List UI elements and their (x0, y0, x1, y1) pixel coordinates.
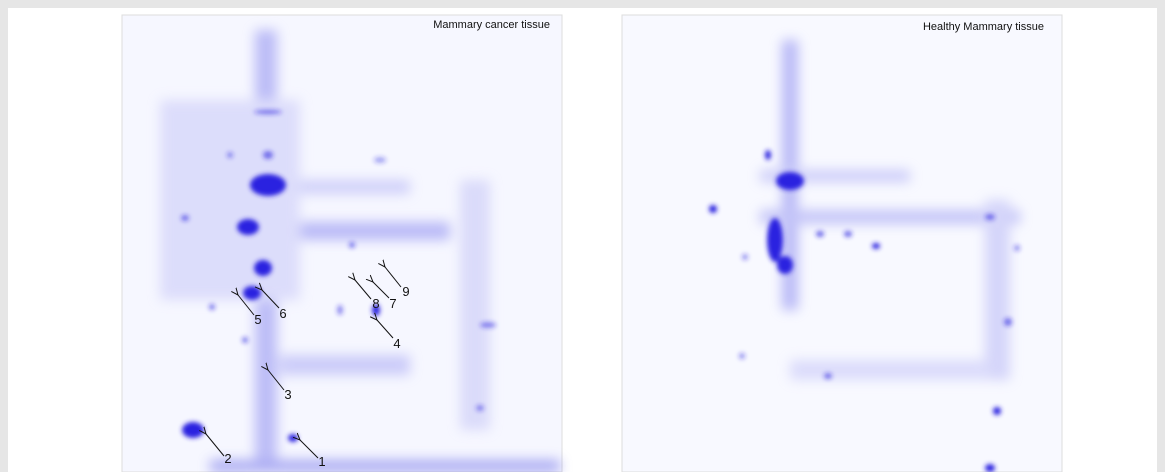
page: Mammary cancer tissue (0, 0, 1165, 472)
spot-label: 3 (284, 387, 291, 402)
scene: Mammary cancer tissue (0, 0, 1165, 472)
gel-cancer: Mammary cancer tissue (122, 15, 562, 472)
spot-label: 9 (402, 284, 409, 299)
spot-label: 1 (318, 454, 325, 469)
panel-title: Mammary cancer tissue (433, 19, 550, 31)
spot-label: 4 (393, 336, 400, 351)
spot-label: 8 (372, 296, 379, 311)
spot-label: 7 (389, 296, 396, 311)
spot-label: 2 (224, 451, 231, 466)
spot-label: 5 (254, 312, 261, 327)
gel-healthy: Healthy Mammary tissue (622, 15, 1062, 472)
spot-label: 6 (279, 306, 286, 321)
panel-title: Healthy Mammary tissue (923, 21, 1044, 33)
